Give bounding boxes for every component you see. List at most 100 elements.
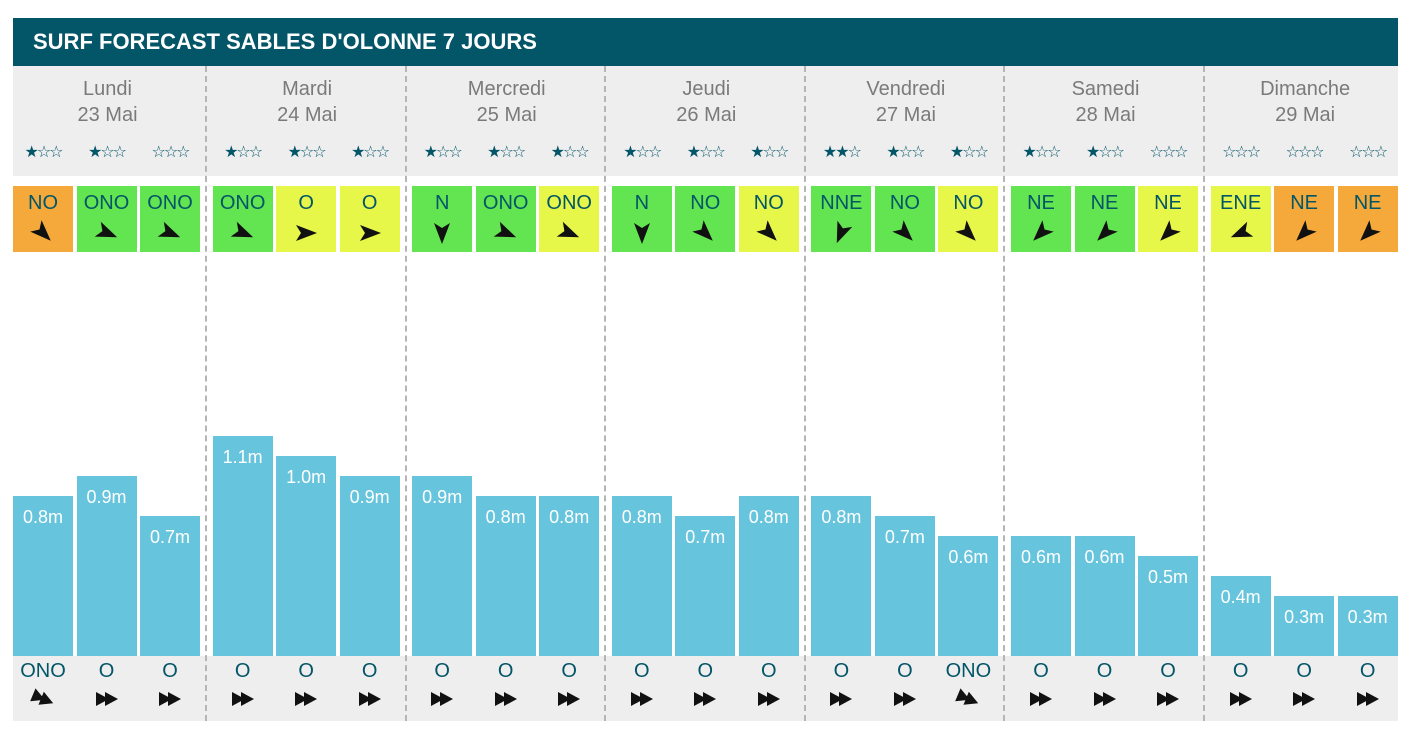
wave-height-bar: 0.8m — [611, 496, 672, 656]
wave-height-label: 0.8m — [748, 507, 789, 527]
wind-box: O — [339, 186, 400, 252]
swell-direction-label: O — [561, 660, 577, 682]
wind-arrow-icon — [230, 221, 253, 238]
swell-arrow-icon — [757, 692, 780, 706]
wave-height-bar: 0.8m — [738, 496, 799, 656]
wind-box: NO — [938, 186, 999, 252]
wind-direction: NO — [690, 192, 721, 214]
swell-arrow-icon — [830, 692, 853, 706]
wave-height-label: 0.7m — [149, 527, 191, 547]
wave-height-label: 0.8m — [22, 507, 64, 527]
swell-direction-label: O — [833, 660, 850, 682]
rating-stars: ★☆☆ — [24, 142, 63, 161]
swell-arrow-icon — [431, 692, 454, 706]
day-header: Jeudi 26 Mai — [612, 66, 801, 176]
swell-direction-label: O — [1096, 660, 1113, 682]
wind-arrow-icon — [434, 223, 451, 244]
swell-direction: O — [1274, 656, 1334, 720]
day-date: 28 Mai — [1075, 104, 1136, 126]
day-divider — [205, 66, 207, 721]
swell-direction: O — [612, 656, 672, 720]
swell-direction-label: O — [1359, 660, 1376, 682]
wave-height-label: 0.3m — [1284, 607, 1325, 627]
day-column-lundi: Lundi 23 Mai ★☆☆ NO 0.8m ONO ★☆☆ ONO 0.9m O ☆☆☆ ONO… — [13, 66, 202, 721]
swell-direction: O — [1338, 656, 1398, 720]
wind-arrow-icon — [955, 220, 977, 241]
day-name: Mercredi — [467, 78, 546, 100]
swell-direction: O — [476, 656, 536, 720]
rating-stars: ★☆☆ — [623, 142, 662, 161]
swell-direction-label: O — [697, 660, 714, 682]
swell-direction: O — [539, 656, 599, 720]
rating-stars: ★☆☆ — [750, 142, 789, 161]
wind-direction: ENE — [1220, 192, 1262, 214]
rating-stars: ★☆☆ — [686, 142, 726, 161]
rating-stars: ★☆☆ — [487, 142, 526, 161]
swell-arrow-icon — [630, 692, 653, 706]
wave-height-bar: 0.7m — [874, 516, 935, 656]
day-name: Jeudi — [682, 78, 731, 100]
swell-direction-label: O — [1160, 660, 1176, 682]
swell-direction: O — [739, 656, 799, 720]
swell-arrow-icon — [494, 692, 517, 706]
day-date: 26 Mai — [676, 104, 737, 126]
wave-height-bar: 0.9m — [339, 476, 400, 656]
wind-direction: NO — [889, 192, 920, 214]
wind-direction: N — [434, 192, 450, 214]
day-column-samedi: Samedi 28 Mai ★☆☆ NE 0.6m O ★☆☆ NE 0.6m O ☆☆☆ NE 0.5… — [1011, 66, 1200, 721]
swell-direction: O — [1211, 656, 1271, 720]
wind-box: NNE — [811, 186, 872, 252]
day-name: Vendredi — [866, 78, 946, 100]
swell-direction-label: O — [634, 660, 650, 682]
wind-box: NE — [1274, 186, 1335, 252]
wave-height-bar: 1.1m — [212, 436, 273, 656]
wind-box: N — [611, 186, 672, 252]
wave-height-label: 0.9m — [422, 487, 463, 507]
swell-direction-label: O — [897, 660, 913, 682]
swell-direction: O — [1075, 656, 1135, 720]
wind-arrow-icon — [157, 221, 181, 238]
wind-box: N — [412, 186, 473, 252]
day-header: Mercredi 25 Mai — [412, 66, 601, 176]
wave-height-label: 1.1m — [222, 447, 263, 467]
swell-direction-label: ONO — [20, 660, 66, 682]
swell-arrow-icon — [95, 692, 118, 706]
wave-height-bar: 0.6m — [1011, 536, 1071, 656]
wind-direction: NO — [753, 192, 784, 214]
swell-arrow-icon — [1356, 692, 1379, 706]
swell-direction-label: O — [434, 660, 450, 682]
swell-arrow-icon — [893, 692, 916, 706]
swell-direction: O — [675, 656, 735, 720]
wave-height-label: 0.9m — [349, 487, 390, 507]
rating-stars: ★☆☆ — [1022, 142, 1061, 161]
wave-height-bar: 0.6m — [1074, 536, 1135, 656]
day-header: Dimanche 29 Mai — [1211, 66, 1400, 176]
swell-direction: ONO — [13, 656, 73, 720]
swell-arrow-icon — [30, 688, 54, 705]
rating-stars: ☆☆☆ — [1222, 142, 1261, 161]
wind-box: ONO — [76, 186, 137, 252]
rating-stars: ★☆☆ — [550, 142, 590, 161]
wave-height-label: 0.6m — [1020, 547, 1062, 567]
swell-direction-label: O — [1296, 660, 1312, 682]
wave-height-label: 0.6m — [1084, 547, 1125, 567]
swell-arrow-icon — [1093, 692, 1116, 706]
day-divider — [1203, 66, 1205, 721]
swell-direction-label: O — [497, 660, 514, 682]
day-header: Mardi 24 Mai — [213, 66, 402, 176]
day-divider — [405, 66, 407, 721]
wave-height-bar: 0.8m — [475, 496, 536, 656]
day-date: 24 Mai — [277, 104, 338, 126]
day-header: Samedi 28 Mai — [1011, 66, 1200, 176]
wind-direction: ONO — [83, 192, 130, 214]
wind-arrow-icon — [1359, 220, 1381, 241]
wind-box: NE — [1337, 186, 1398, 252]
rating-stars: ★☆☆ — [1085, 142, 1125, 161]
swell-direction-label: O — [98, 660, 115, 682]
wave-height-label: 0.8m — [549, 507, 590, 527]
wind-arrow-icon — [892, 220, 913, 241]
wind-box: O — [276, 186, 337, 252]
rating-stars: ★☆☆ — [224, 142, 263, 161]
wind-arrow-icon — [296, 225, 318, 241]
wave-height-label: 1.0m — [286, 467, 327, 487]
